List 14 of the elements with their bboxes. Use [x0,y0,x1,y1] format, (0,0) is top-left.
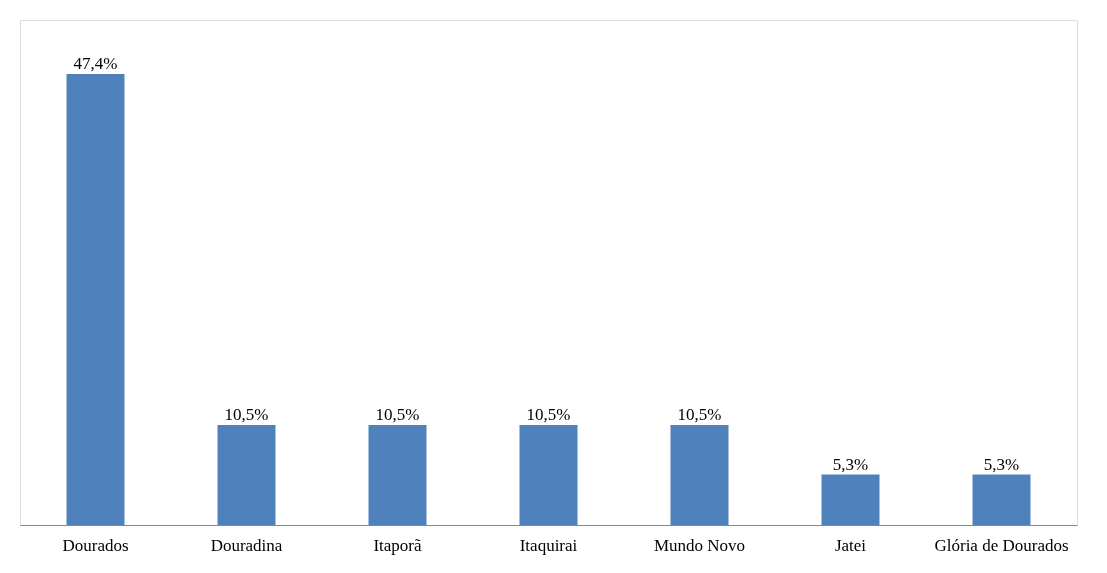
x-tick-label: Jatei [834,535,867,555]
x-tick-label: Itaquirai [519,535,578,555]
data-label: 10,5% [224,405,269,425]
data-label: 10,5% [526,405,571,425]
data-label: 10,5% [375,405,420,425]
data-label: 47,4% [73,54,118,74]
data-label: 5,3% [832,454,869,474]
x-tick-label: Glória de Dourados [934,535,1069,555]
data-label: 10,5% [677,405,722,425]
x-tick-label: Itaporã [373,535,423,555]
x-tick-label: Dourados [62,535,129,555]
data-label: 5,3% [983,454,1020,474]
x-tick-label: Douradina [210,535,283,555]
x-tick-label: Mundo Novo [653,535,746,555]
